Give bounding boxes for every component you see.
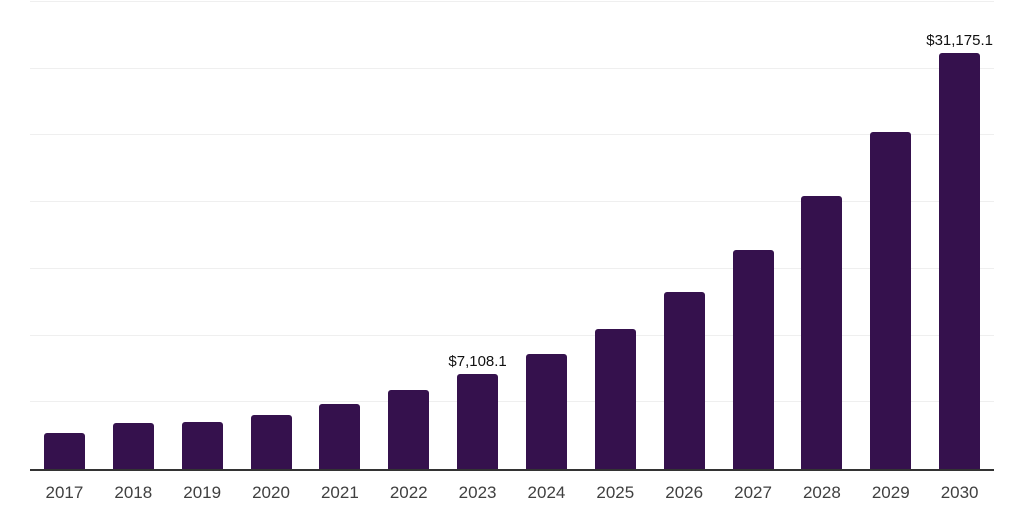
x-axis-line (30, 469, 994, 471)
x-tick-2020: 2020 (252, 483, 290, 502)
bar-2024 (525, 354, 567, 469)
bar-2028 (801, 196, 843, 469)
bar-slot-2025 (581, 328, 650, 469)
bar-2026 (663, 292, 705, 469)
bar-slot-2029 (856, 132, 925, 469)
gridline-30000 (30, 67, 994, 69)
gridline-10000 (30, 334, 994, 336)
x-tick-2025: 2025 (596, 483, 635, 502)
x-tick-2026: 2026 (665, 483, 704, 502)
bar-2029 (870, 132, 912, 469)
bars-row: $7,108.1 $31,175.1 (30, 2, 994, 469)
gridline-35000 (30, 1, 994, 2)
x-tick-2023: 2023 (458, 483, 497, 502)
bar-2022 (388, 390, 430, 469)
bar-slot-2026 (650, 292, 719, 469)
bar-slot-2027 (719, 250, 788, 469)
bar-2018 (112, 423, 154, 469)
x-axis-tick-labels: 2017 2018 2019 2020 2021 2022 2023 2024 2025 2026… (30, 484, 994, 501)
x-tick-2019: 2019 (183, 483, 222, 502)
bar-slot-2019 (168, 422, 237, 469)
x-tick-2022: 2022 (389, 483, 428, 502)
plot-area: $7,108.1 $31,175.1 (30, 1, 994, 471)
bar-2019 (181, 422, 223, 469)
x-tick-2028: 2028 (802, 483, 841, 502)
bar-2030: $31,175.1 (926, 33, 993, 469)
bar-slot-2024 (512, 354, 581, 469)
bar-slot-2020 (237, 415, 306, 469)
x-tick-2029: 2029 (871, 483, 910, 502)
bar-slot-2022 (374, 390, 443, 469)
x-tick-2030: 2030 (940, 483, 979, 502)
bar-slot-2021 (305, 404, 374, 469)
x-tick-2018: 2018 (114, 483, 153, 502)
bar-2025 (594, 328, 636, 469)
bar-2023: $7,108.1 (448, 354, 507, 469)
bar-slot-2023: $7,108.1 (443, 354, 512, 469)
x-tick-2024: 2024 (527, 483, 566, 502)
gridline-25000 (30, 134, 994, 136)
bar-2021 (319, 404, 361, 469)
bar-slot-2030: $31,175.1 (925, 33, 994, 469)
gridline-15000 (30, 267, 994, 269)
x-tick-2021: 2021 (320, 483, 359, 502)
bar-value-label-2030: $31,175.1 (926, 32, 993, 50)
gridline-20000 (30, 201, 994, 203)
gridline-5000 (30, 401, 994, 403)
bar-slot-2017 (30, 433, 99, 469)
x-tick-2017: 2017 (45, 483, 84, 502)
bar-slot-2028 (787, 196, 856, 469)
bar-slot-2018 (99, 423, 168, 469)
bar-value-label-2023: $7,108.1 (448, 353, 507, 371)
bar-2020 (250, 415, 292, 469)
bar-2027 (732, 250, 774, 469)
x-tick-2027: 2027 (734, 483, 772, 502)
bar-2017 (43, 433, 85, 469)
